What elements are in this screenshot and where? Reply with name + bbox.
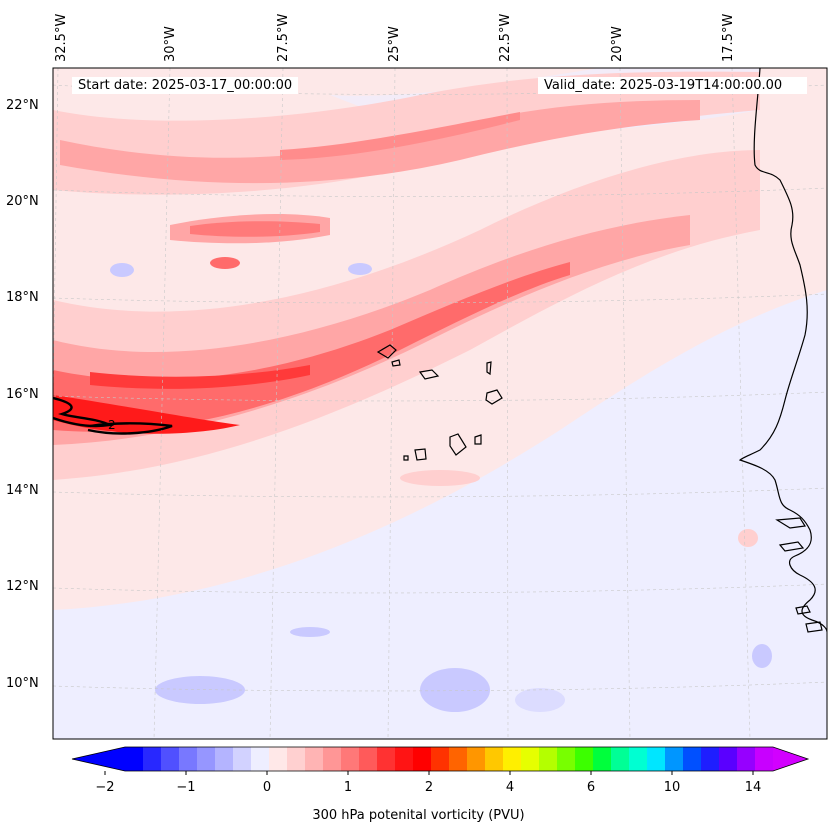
pv-jet-core-upper xyxy=(90,365,310,389)
negative-pv-band xyxy=(53,290,827,739)
neg-patch-6 xyxy=(752,644,772,668)
lon-label-20w: 20°W xyxy=(610,26,625,62)
colorbar-segment xyxy=(305,747,324,771)
colorbar-segment xyxy=(125,747,144,771)
colorbar-segment xyxy=(737,747,756,771)
pv-streak-north-inner xyxy=(280,112,520,160)
colorbar-segment xyxy=(665,747,684,771)
colorbar-outline xyxy=(71,746,810,772)
colorbar-segment xyxy=(341,747,360,771)
pv-patch-west-inner xyxy=(190,221,320,237)
contour-label: 2 xyxy=(108,418,116,432)
start-date-box: Start date: 2025-03-17_00:00:00 xyxy=(72,77,299,94)
colorbar-segment xyxy=(197,747,216,771)
colorbar-segment xyxy=(485,747,504,771)
map-frame xyxy=(52,67,828,740)
colorbar-segment xyxy=(413,747,432,771)
colorbar xyxy=(71,746,810,775)
neg-patch-5 xyxy=(420,668,490,712)
cb-tick-label: 14 xyxy=(744,780,762,795)
neg-patch-2 xyxy=(348,263,372,275)
africa-coastline xyxy=(738,68,827,633)
neg-patch-7 xyxy=(515,688,565,712)
pv-small-max xyxy=(210,257,240,269)
colorbar-segment xyxy=(611,747,630,771)
lat-label-18n: 18°N xyxy=(6,290,39,305)
colorbar-segment xyxy=(647,747,666,771)
colorbar-segment xyxy=(323,747,342,771)
colorbar-title: 300 hPa potenital vorticity (PVU) xyxy=(312,808,525,823)
cb-tick-label: −1 xyxy=(176,780,196,795)
colorbar-segment xyxy=(377,747,396,771)
lat-label-10n: 10°N xyxy=(6,676,39,691)
pv-2-contour-east xyxy=(87,422,173,435)
pv-2-contour xyxy=(53,396,115,428)
colorbar-segment xyxy=(161,747,180,771)
cb-tick-label: 10 xyxy=(663,780,681,795)
cb-tick-label: 1 xyxy=(343,780,353,795)
lon-label-32-5w: 32.5°W xyxy=(54,13,69,62)
neg-patch-3 xyxy=(290,627,330,637)
cb-tick-label: 4 xyxy=(505,780,515,795)
lon-label-25w: 25°W xyxy=(387,26,402,62)
colorbar-segment xyxy=(503,747,522,771)
lat-label-12n: 12°N xyxy=(6,579,39,594)
lat-label-14n: 14°N xyxy=(6,483,39,498)
colorbar-segment xyxy=(557,747,576,771)
colorbar-segment xyxy=(359,747,378,771)
colorbar-extend-min xyxy=(72,747,125,771)
colorbar-extend-max xyxy=(773,747,808,771)
lat-label-16n: 16°N xyxy=(6,387,39,402)
pv-jet-inner xyxy=(53,262,570,432)
colorbar-segment xyxy=(521,747,540,771)
lon-label-22-5w: 22.5°W xyxy=(498,13,513,62)
colorbar-segment xyxy=(575,747,594,771)
lon-label-27-5w: 27.5°W xyxy=(276,13,291,62)
colorbar-segment xyxy=(701,747,720,771)
colorbar-segment xyxy=(287,747,306,771)
colorbar-segment xyxy=(179,747,198,771)
colorbar-segment xyxy=(755,747,774,771)
cape-verde-islands xyxy=(376,344,503,461)
colorbar-segment xyxy=(395,747,414,771)
valid-date-box: Valid_date: 2025-03-19T14:00:00.00 xyxy=(538,77,807,94)
lon-label-17-5w: 17.5°W xyxy=(721,13,736,62)
cb-tick-label: −2 xyxy=(95,780,115,795)
colorbar-segment xyxy=(593,747,612,771)
colorbar-segment xyxy=(251,747,270,771)
pos-patch-low-1 xyxy=(400,470,480,486)
colorbar-segment xyxy=(215,747,234,771)
colorbar-segment xyxy=(431,747,450,771)
cb-tick-label: 6 xyxy=(586,780,596,795)
neg-patch-1 xyxy=(110,263,134,277)
neg-patch-4 xyxy=(155,676,245,704)
lat-label-22n: 22°N xyxy=(6,98,39,113)
pv-streak-north xyxy=(60,100,700,184)
coast-detail xyxy=(775,517,823,633)
colorbar-segment xyxy=(233,747,252,771)
colorbar-segment xyxy=(683,747,702,771)
cb-tick-label: 0 xyxy=(262,780,272,795)
lon-label-30w: 30°W xyxy=(163,26,178,62)
colorbar-segment xyxy=(449,747,468,771)
cb-tick-label: 2 xyxy=(424,780,434,795)
colorbar-segment xyxy=(719,747,738,771)
colorbar-segment xyxy=(539,747,558,771)
lat-label-20n: 20°N xyxy=(6,194,39,209)
colorbar-segment xyxy=(269,747,288,771)
colorbar-segment xyxy=(143,747,162,771)
pos-patch-low-2 xyxy=(738,529,758,547)
colorbar-segment xyxy=(467,747,486,771)
colorbar-segment xyxy=(629,747,648,771)
